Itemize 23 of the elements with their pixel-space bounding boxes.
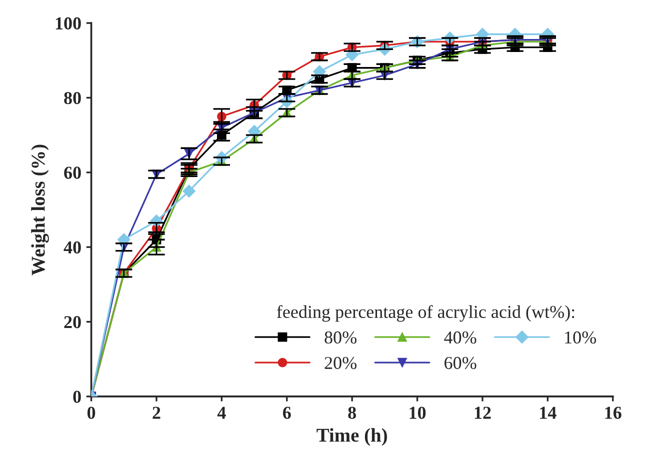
legend-label: 80% xyxy=(324,331,356,344)
x-tick-label: 4 xyxy=(217,406,226,419)
legend-label: 10% xyxy=(565,331,596,344)
y-tick-label: 80 xyxy=(64,92,81,104)
x-tick-label: 10 xyxy=(410,406,426,419)
y-tick-label: 20 xyxy=(64,316,81,328)
x-tick-label: 0 xyxy=(87,406,96,419)
y-axis-title: Weight loss (%) xyxy=(31,144,49,276)
x-tick-label: 6 xyxy=(282,406,291,419)
x-tick-label: 8 xyxy=(348,406,356,419)
y-tick-label: 40 xyxy=(64,241,81,254)
legend-label: 60% xyxy=(444,356,476,370)
x-tick-label: 16 xyxy=(605,406,622,419)
x-axis-title: Time (h) xyxy=(316,428,387,446)
x-tick-label: 2 xyxy=(152,406,160,419)
legend-label: 40% xyxy=(444,331,476,344)
legend-label: 20% xyxy=(324,356,356,370)
x-tick-label: 14 xyxy=(540,406,556,419)
y-tick-label: 0 xyxy=(73,390,81,403)
x-tick-label: 12 xyxy=(474,406,491,419)
y-tick-label: 100 xyxy=(56,17,81,30)
y-tick-label: 60 xyxy=(64,166,81,179)
legend-title: feeding percentage of acrylic acid (wt%): xyxy=(276,305,574,322)
